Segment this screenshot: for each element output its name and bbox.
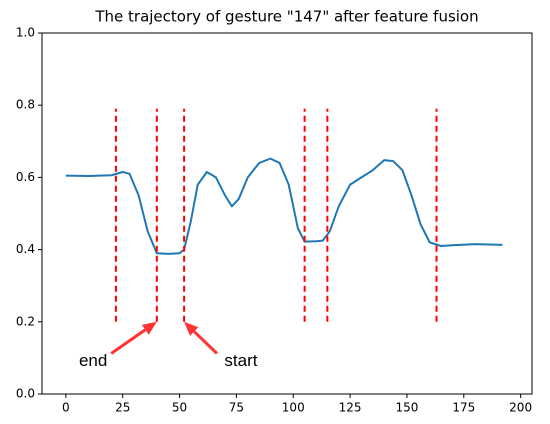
y-tick-label: 0.8 bbox=[16, 98, 35, 112]
x-tick-label: 200 bbox=[509, 401, 532, 415]
x-tick-label: 0 bbox=[62, 401, 70, 415]
x-tick-label: 175 bbox=[452, 401, 475, 415]
y-tick-label: 0.4 bbox=[16, 242, 35, 256]
annotation-arrowhead bbox=[184, 321, 199, 336]
y-tick-label: 0.0 bbox=[16, 387, 35, 401]
x-tick-label: 125 bbox=[339, 401, 362, 415]
y-tick-label: 1.0 bbox=[16, 26, 35, 40]
y-tick-label: 0.2 bbox=[16, 314, 35, 328]
chart-title: The trajectory of gesture "147" after fe… bbox=[94, 8, 478, 26]
plot-frame bbox=[41, 32, 533, 395]
x-tick-label: 100 bbox=[282, 401, 305, 415]
y-tick-label: 0.6 bbox=[16, 170, 35, 184]
data-line bbox=[65, 157, 503, 255]
annotation-arrow bbox=[110, 328, 147, 355]
annotation-text: start bbox=[224, 351, 257, 370]
x-tick-label: 25 bbox=[115, 401, 130, 415]
annotation-arrow bbox=[193, 330, 218, 355]
x-tick-label: 150 bbox=[395, 401, 418, 415]
x-tick-label: 50 bbox=[172, 401, 187, 415]
annotation-text: end bbox=[79, 351, 107, 370]
annotation-arrowhead bbox=[141, 321, 157, 335]
x-tick-label: 75 bbox=[229, 401, 244, 415]
